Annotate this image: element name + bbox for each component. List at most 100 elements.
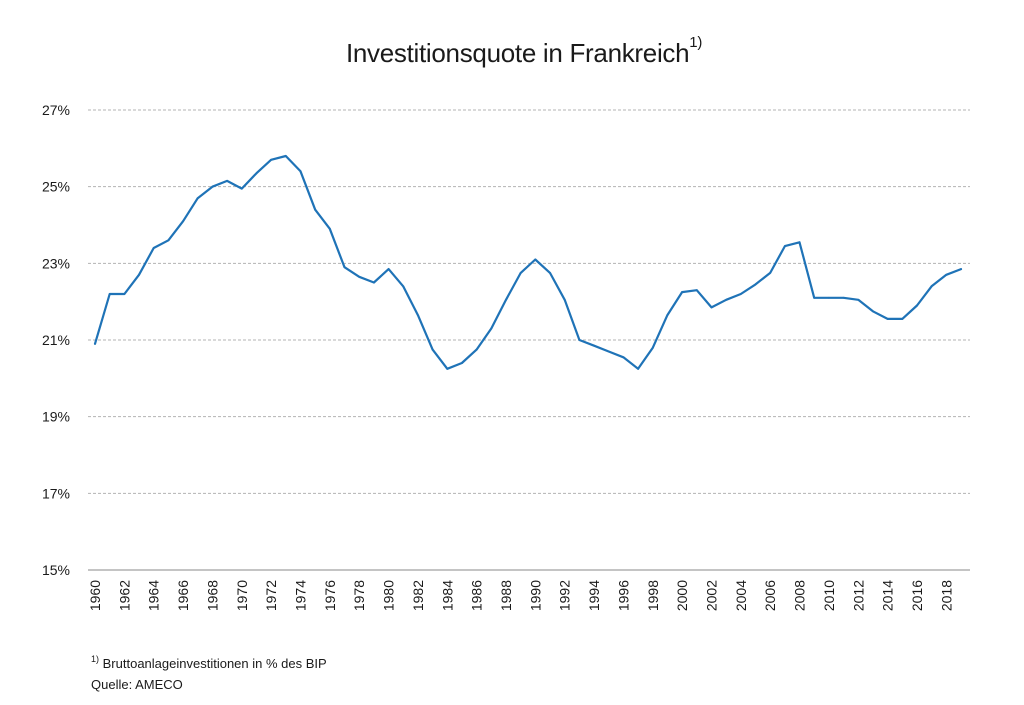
x-tick-label: 1992 xyxy=(557,580,573,611)
x-tick-label: 1962 xyxy=(116,580,132,611)
x-tick-label: 2004 xyxy=(733,580,749,611)
data-point-1966 xyxy=(182,220,185,223)
data-point-2015 xyxy=(901,318,904,320)
data-point-1985 xyxy=(461,362,463,364)
x-tick-label: 1990 xyxy=(527,580,543,611)
data-point-2016 xyxy=(916,304,918,307)
y-tick-label: 27% xyxy=(42,102,70,118)
data-point-2005 xyxy=(754,283,757,286)
data-point-1978 xyxy=(358,275,361,278)
chart-title-marker: 1) xyxy=(689,34,703,51)
x-tick-label: 2002 xyxy=(703,580,719,611)
x-tick-label: 2014 xyxy=(880,580,896,611)
data-point-1989 xyxy=(519,272,522,274)
data-point-2001 xyxy=(695,289,698,292)
x-tick-label: 1960 xyxy=(87,580,103,611)
data-point-1993 xyxy=(578,339,581,341)
x-tick-label: 1988 xyxy=(498,580,514,611)
x-tick-label: 2016 xyxy=(909,580,925,611)
data-point-1960 xyxy=(94,342,96,345)
gridlines xyxy=(88,109,970,571)
x-tick-label: 1970 xyxy=(234,580,250,611)
data-point-1980 xyxy=(387,268,390,270)
data-point-2010 xyxy=(828,296,830,299)
data-point-1962 xyxy=(123,293,126,295)
data-point-2013 xyxy=(872,310,874,313)
data-point-1961 xyxy=(108,293,111,295)
x-tick-label: 1998 xyxy=(645,580,661,611)
y-tick-label: 15% xyxy=(42,562,70,578)
data-point-1982 xyxy=(417,314,419,316)
x-tick-label: 1986 xyxy=(469,580,485,611)
x-tick-label: 1974 xyxy=(292,580,308,611)
x-tick-label: 1968 xyxy=(204,580,220,611)
x-tick-label: 2012 xyxy=(850,580,866,611)
data-point-1986 xyxy=(475,348,478,351)
data-point-1984 xyxy=(446,367,449,370)
footnote-source: Quelle: AMECO xyxy=(91,677,183,692)
data-point-1974 xyxy=(299,170,302,173)
data-point-1968 xyxy=(211,185,214,188)
x-tick-label: 1980 xyxy=(381,580,397,611)
x-tick-label: 1966 xyxy=(175,580,191,611)
data-point-1979 xyxy=(373,281,375,284)
y-tick-label: 19% xyxy=(42,409,70,425)
data-point-1987 xyxy=(490,327,493,330)
data-point-1971 xyxy=(255,172,258,175)
data-point-1973 xyxy=(284,155,287,157)
data-point-2019 xyxy=(960,268,962,270)
data-point-1999 xyxy=(666,314,669,316)
y-tick-label: 21% xyxy=(42,332,70,348)
x-tick-label: 2000 xyxy=(674,580,690,611)
x-tick-label: 2008 xyxy=(792,580,808,611)
x-tick-label: 2010 xyxy=(821,580,837,611)
data-point-1998 xyxy=(651,346,654,349)
x-tick-label: 2018 xyxy=(938,580,954,611)
x-tick-label: 1972 xyxy=(263,580,279,611)
data-point-2014 xyxy=(886,318,889,320)
data-point-2018 xyxy=(945,273,948,276)
data-point-1991 xyxy=(549,272,551,274)
data-point-1995 xyxy=(607,350,610,353)
series-line-0 xyxy=(93,154,963,370)
data-point-2011 xyxy=(842,296,845,299)
data-point-1964 xyxy=(152,247,155,249)
y-tick-label: 17% xyxy=(42,485,70,501)
footnote-note: 1) Bruttoanlageinvestitionen in % des BI… xyxy=(91,654,327,671)
data-point-1983 xyxy=(431,348,434,351)
data-point-1990 xyxy=(534,258,537,261)
chart-title-text: Investitionsquote in Frankreich xyxy=(345,38,690,68)
data-point-1981 xyxy=(402,285,405,288)
x-tick-label: 1994 xyxy=(586,580,602,611)
data-point-1992 xyxy=(563,298,566,301)
data-point-2017 xyxy=(930,285,933,288)
data-point-2006 xyxy=(769,272,772,274)
data-point-1988 xyxy=(505,298,507,301)
data-point-1975 xyxy=(314,208,317,211)
x-tick-label: 1996 xyxy=(615,580,631,611)
data-point-1969 xyxy=(226,180,229,182)
data-point-2002 xyxy=(710,306,713,309)
data-point-2012 xyxy=(857,298,860,301)
data-point-1997 xyxy=(637,367,639,370)
data-point-1967 xyxy=(196,197,199,200)
data-point-1996 xyxy=(622,356,625,359)
x-tick-label: 1976 xyxy=(322,580,338,611)
footnote-text: Bruttoanlageinvestitionen in % des BIP xyxy=(102,656,327,671)
x-tick-label: 1982 xyxy=(410,580,426,611)
y-axis-ticks: 27% 25% 23% 21% 19% 17% 15% xyxy=(42,102,70,578)
data-point-2007 xyxy=(784,245,786,248)
data-point-2009 xyxy=(813,296,816,299)
data-point-1994 xyxy=(593,344,595,347)
data-point-2004 xyxy=(739,293,742,295)
x-tick-label: 2006 xyxy=(762,580,778,611)
data-point-1976 xyxy=(328,227,331,230)
x-tick-label: 1964 xyxy=(146,580,162,611)
data-point-1963 xyxy=(138,273,140,276)
data-point-2003 xyxy=(725,298,728,301)
x-tick-label: 1984 xyxy=(439,580,455,611)
y-tick-label: 23% xyxy=(42,255,70,271)
data-point-2008 xyxy=(798,241,801,244)
data-point-1965 xyxy=(167,239,170,242)
